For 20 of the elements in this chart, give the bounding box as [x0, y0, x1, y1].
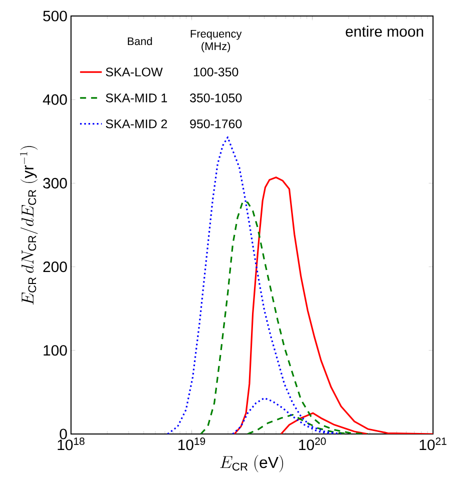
y-tick-label: 200 [43, 262, 68, 272]
x-axis-title: $E_{\rm CR}\ ({\rm eV})$ [220, 455, 284, 472]
y-tick-label: 300 [43, 178, 68, 188]
legend-label: SKA-MID 1 [106, 94, 168, 102]
annotation: 100-350 [194, 68, 238, 76]
annotation: 350-1050 [190, 94, 242, 102]
annotation: Band [128, 37, 152, 46]
x-tick-label: 10$^{21}$ [420, 438, 447, 450]
y-tick-label: 0 [60, 428, 68, 440]
annotation: entire moon [346, 26, 424, 37]
annotation: 950-1760 [190, 119, 242, 128]
y-tick-label: 100 [44, 345, 68, 356]
annotation: Frequency (MHz) [190, 30, 242, 52]
x-tick-label: 10$^{20}$ [299, 438, 326, 450]
y-tick-label: 400 [43, 94, 68, 105]
y-axis-title: $E_{\rm CR}\, dN_{\rm CR}/dE_{\rm CR}\ ({\rm yr}^{-1})$ [20, 146, 38, 305]
y-tick-label: 500 [43, 10, 68, 22]
legend-label: SKA-LOW [106, 68, 163, 76]
legend-label: SKA-MID 2 [106, 119, 168, 128]
x-tick-label: 10$^{19}$ [178, 438, 206, 450]
